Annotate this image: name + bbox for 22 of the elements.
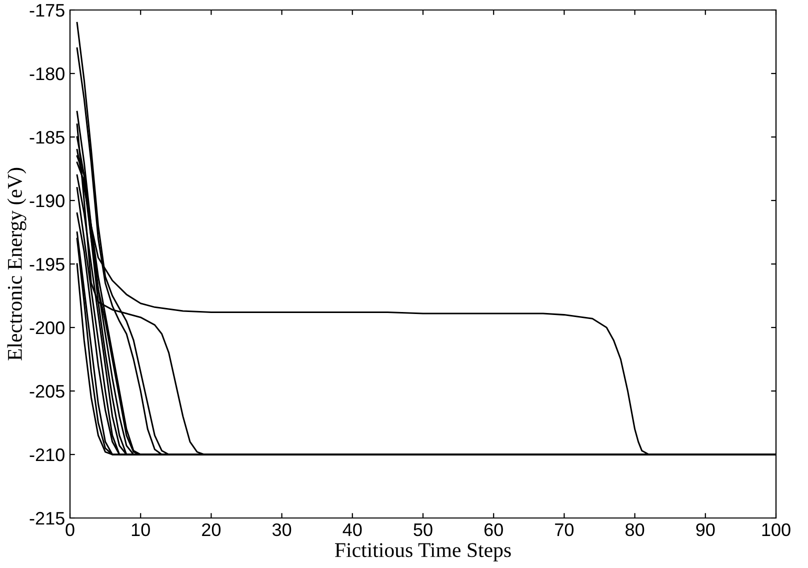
x-axis-title: Fictitious Time Steps: [335, 543, 511, 562]
x-tick-label: 80: [626, 523, 644, 536]
x-tick-label: 60: [484, 523, 503, 536]
x-tick-label: 100: [762, 523, 790, 536]
y-axis-title: Electronic Energy (eV): [7, 168, 26, 360]
x-tick-label: 70: [555, 523, 574, 536]
x-tick-label: 20: [202, 523, 221, 536]
y-tick-label: -185: [30, 130, 64, 144]
x-tick-label: 30: [272, 523, 292, 536]
x-tick-label: 10: [132, 523, 150, 536]
y-tick-label: -175: [30, 4, 64, 17]
x-tick-label: 0: [66, 523, 74, 536]
y-tick-label: -200: [30, 321, 64, 334]
y-tick-label: -210: [30, 448, 64, 462]
y-tick-label: -205: [30, 384, 64, 398]
y-tick-label: -180: [30, 67, 64, 80]
x-tick-label: 50: [414, 523, 432, 536]
y-tick-label: -190: [30, 194, 64, 208]
y-tick-label: -195: [30, 258, 64, 271]
x-tick-label: 90: [696, 523, 715, 536]
x-tick-label: 40: [342, 523, 362, 536]
y-tick-label: -215: [30, 512, 64, 525]
